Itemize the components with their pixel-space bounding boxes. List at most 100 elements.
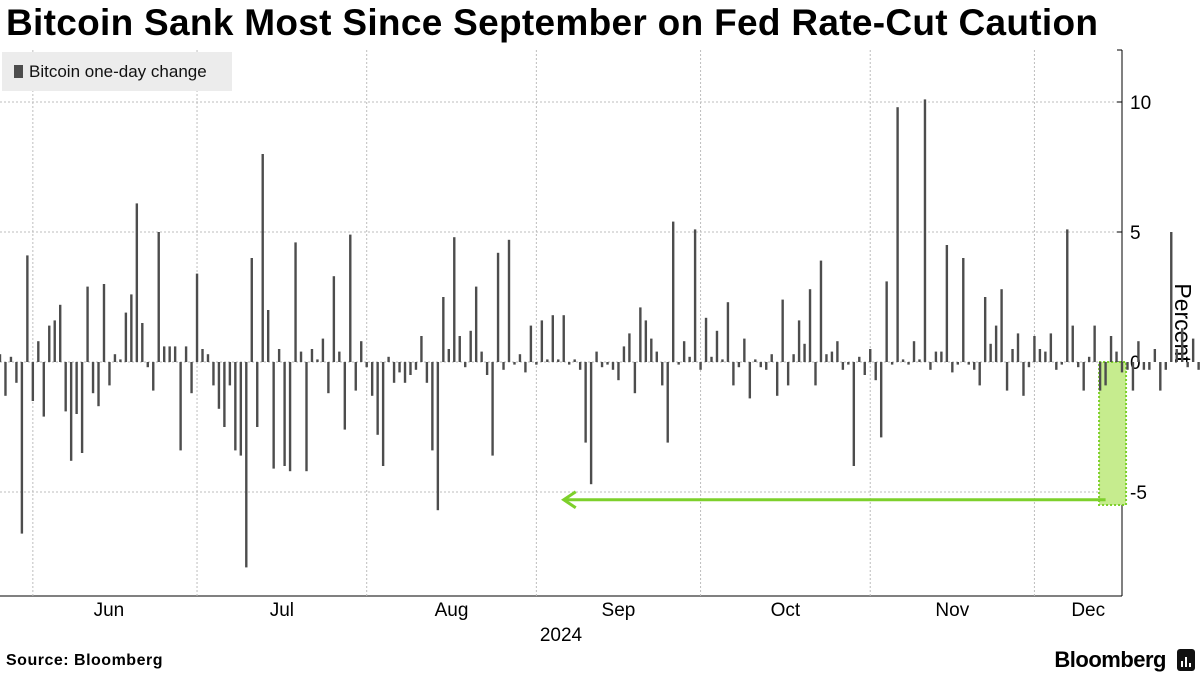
bar [994, 325, 998, 362]
y-tick-label: 0 [1130, 353, 1141, 374]
bar [765, 362, 768, 370]
bar [436, 362, 440, 511]
bar [256, 362, 259, 427]
bloomberg-chart-icon [1177, 649, 1195, 671]
bar [1071, 325, 1074, 362]
bar [1033, 336, 1036, 362]
bar [195, 273, 199, 362]
bar [1005, 362, 1009, 391]
bar [890, 362, 894, 365]
bar [732, 362, 735, 386]
bar [600, 362, 604, 368]
bar [633, 362, 637, 394]
x-tick-label: Aug [435, 600, 469, 621]
bar [245, 362, 248, 568]
bar [206, 354, 210, 362]
bar [951, 362, 954, 373]
bar [693, 229, 697, 362]
bar [442, 297, 445, 362]
bar [962, 258, 965, 362]
bar [578, 362, 582, 370]
bar [1142, 362, 1146, 370]
bar [759, 362, 762, 368]
bar [1077, 362, 1080, 368]
bar [1000, 289, 1003, 362]
bar [1153, 349, 1157, 362]
bar [940, 351, 943, 362]
bar [830, 351, 834, 362]
annotation-arrow-head [561, 490, 577, 510]
bar [699, 362, 702, 370]
bar [1027, 362, 1031, 368]
bar [425, 362, 429, 383]
x-tick-label: Sep [602, 600, 636, 621]
bar [108, 362, 111, 386]
bar [146, 362, 149, 368]
bar [672, 221, 675, 362]
bar [644, 320, 648, 362]
bar [453, 237, 456, 362]
x-tick-label: Nov [935, 600, 969, 621]
bar [918, 359, 921, 362]
bar [37, 341, 40, 362]
bar [808, 289, 812, 362]
x-tick-label: Jun [94, 600, 125, 621]
bar [557, 359, 560, 362]
bar [135, 203, 139, 362]
legend-label: Bitcoin one-day change [29, 61, 207, 81]
bar [338, 351, 341, 362]
bar [0, 354, 2, 362]
bar [688, 356, 691, 362]
bar [874, 362, 877, 381]
highlight-box [1098, 361, 1128, 506]
bar [754, 359, 757, 362]
bar [332, 276, 336, 362]
bar [896, 107, 899, 362]
bar [1181, 328, 1184, 362]
bar [360, 341, 363, 362]
bar [715, 330, 719, 362]
bar [239, 362, 243, 456]
bar [775, 362, 779, 396]
bar [502, 362, 505, 370]
bar [69, 362, 73, 461]
bar [885, 281, 888, 362]
bar [513, 362, 516, 365]
bar [1093, 325, 1096, 362]
bar [529, 325, 533, 362]
bar [365, 362, 368, 368]
bar [524, 362, 527, 373]
bar [75, 362, 78, 414]
bar [726, 302, 730, 362]
x-tick-label: Oct [771, 600, 801, 621]
bar [113, 354, 117, 362]
bar [491, 362, 494, 456]
bar [650, 338, 653, 362]
bar [677, 362, 680, 365]
legend-swatch [14, 65, 23, 78]
bar [102, 284, 106, 362]
bar [480, 351, 483, 362]
bar [1049, 333, 1053, 362]
bar [447, 349, 450, 362]
bar [1087, 356, 1091, 362]
bar [381, 362, 385, 466]
bar [294, 242, 297, 362]
bar [907, 362, 910, 365]
bar [420, 336, 423, 362]
bar [1082, 362, 1085, 391]
bar [611, 362, 615, 370]
bar [272, 362, 275, 469]
bar [343, 362, 347, 430]
bar [956, 362, 960, 365]
bar [847, 362, 850, 365]
bar [1164, 362, 1167, 370]
bar [1170, 232, 1173, 362]
bar [973, 362, 976, 370]
bar [655, 351, 658, 362]
bar [819, 260, 823, 362]
bar [310, 349, 314, 362]
bar [518, 354, 522, 362]
bar [584, 362, 587, 443]
bar [781, 299, 784, 362]
